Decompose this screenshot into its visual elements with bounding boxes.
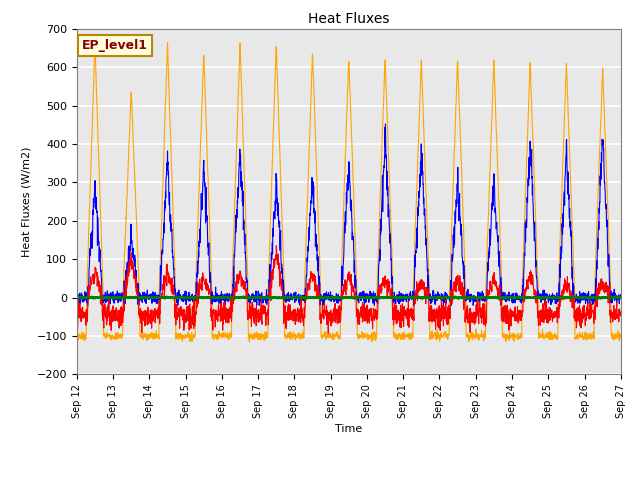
G [570, 295, 577, 300]
RNET [368, 339, 376, 345]
Text: EP_level1: EP_level1 [82, 39, 148, 52]
LE [508, 293, 515, 299]
RNET [365, 335, 372, 340]
RNET [164, 39, 172, 45]
RNET [508, 332, 515, 338]
H [617, 313, 625, 319]
H [508, 313, 515, 319]
H [584, 311, 592, 317]
LE [225, 295, 232, 300]
Y-axis label: Heat Fluxes (W/m2): Heat Fluxes (W/m2) [21, 146, 31, 257]
RNET [73, 330, 81, 336]
LE [73, 292, 81, 298]
G [225, 295, 232, 300]
LE [570, 298, 577, 303]
Line: H: H [77, 246, 621, 333]
G [73, 294, 81, 300]
G [179, 293, 187, 299]
LE [584, 296, 592, 301]
H [377, 286, 385, 291]
G [377, 294, 385, 300]
G [319, 296, 327, 302]
G [584, 295, 592, 301]
H [225, 308, 232, 314]
H [73, 314, 81, 320]
G [508, 294, 515, 300]
G [617, 295, 625, 301]
RNET [225, 336, 232, 342]
LE [381, 121, 389, 127]
X-axis label: Time: Time [335, 424, 362, 433]
LE [376, 226, 384, 231]
LE [365, 293, 372, 299]
H [324, 330, 332, 336]
LE [617, 291, 625, 297]
G [365, 294, 372, 300]
H [273, 243, 280, 249]
RNET [584, 333, 592, 338]
Title: Heat Fluxes: Heat Fluxes [308, 12, 390, 26]
Line: RNET: RNET [77, 42, 621, 342]
H [570, 294, 577, 300]
RNET [377, 180, 385, 186]
RNET [617, 336, 625, 341]
LE [84, 302, 92, 308]
Line: G: G [77, 296, 621, 299]
RNET [570, 248, 577, 254]
H [365, 318, 372, 324]
Line: LE: LE [77, 124, 621, 305]
